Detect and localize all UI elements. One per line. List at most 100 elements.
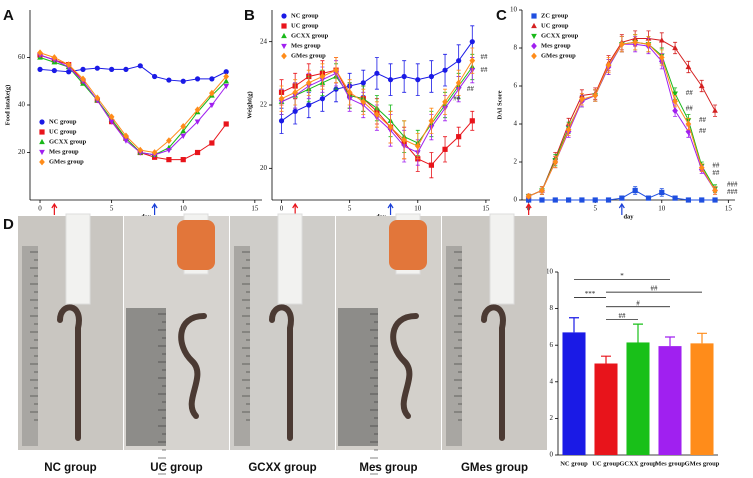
marker xyxy=(525,192,532,200)
series-line xyxy=(39,52,227,154)
annotation: ## xyxy=(467,85,475,93)
legend-label: NC group xyxy=(49,118,77,125)
marker xyxy=(469,39,475,45)
y-tick-label: 2 xyxy=(550,414,554,422)
photo xyxy=(230,213,335,450)
y-tick-label: 6 xyxy=(550,341,554,349)
error-bar xyxy=(697,332,707,344)
marker xyxy=(672,91,678,97)
error-bar xyxy=(601,355,611,364)
significance-label: # xyxy=(636,299,640,307)
x-tick-label: 0 xyxy=(38,205,42,213)
annotation: ## xyxy=(712,169,720,177)
y-tick-label: 2 xyxy=(514,158,518,166)
marker xyxy=(123,66,129,72)
series-line xyxy=(39,54,227,156)
marker xyxy=(552,158,559,166)
legend-label: UC group xyxy=(49,128,77,135)
marker xyxy=(209,89,215,97)
marker xyxy=(109,66,115,72)
marker xyxy=(305,79,312,87)
marker xyxy=(80,66,86,72)
marker xyxy=(579,95,585,103)
marker xyxy=(632,38,639,46)
marker xyxy=(632,187,638,194)
legend-label: Mes group xyxy=(541,42,571,49)
marker xyxy=(180,157,186,163)
annotation: ### xyxy=(727,180,738,188)
annotation: ### xyxy=(727,188,738,196)
x-tick-label: 0 xyxy=(280,205,284,213)
photo xyxy=(442,213,547,450)
marker xyxy=(180,133,187,139)
y-tick-label: 8 xyxy=(514,44,518,52)
colon xyxy=(57,304,82,441)
marker xyxy=(442,67,448,73)
marker xyxy=(605,197,612,203)
photo-caption: UC group xyxy=(150,462,202,474)
marker xyxy=(39,138,45,145)
y-tick-label: 0 xyxy=(514,196,518,204)
marker xyxy=(123,138,129,144)
x-tick-label: GCXX group xyxy=(619,460,657,467)
marker xyxy=(39,129,45,135)
y-tick-label: 4 xyxy=(514,120,518,128)
marker xyxy=(455,79,462,87)
x-tick-label: 10 xyxy=(180,205,188,213)
y-tick-label: 0 xyxy=(550,451,554,459)
marker xyxy=(531,22,537,29)
marker xyxy=(605,61,612,69)
photo xyxy=(18,213,123,450)
arrow xyxy=(151,202,158,215)
marker xyxy=(658,37,665,43)
marker xyxy=(319,96,326,102)
marker xyxy=(166,137,172,145)
marker xyxy=(428,162,435,168)
marker xyxy=(618,40,625,48)
marker xyxy=(66,69,72,75)
legend-label: GCXX group xyxy=(291,32,329,39)
tube xyxy=(277,213,303,305)
marker xyxy=(151,73,158,80)
marker xyxy=(645,195,652,201)
legend-label: UC group xyxy=(291,22,319,29)
marker xyxy=(137,63,143,69)
photo-caption: GCXX group xyxy=(248,462,316,474)
marker xyxy=(579,197,585,203)
y-tick-label: 6 xyxy=(514,82,518,90)
marker xyxy=(456,134,462,140)
y-tick-label: 8 xyxy=(550,304,554,312)
marker xyxy=(401,136,408,144)
x-tick-label: 15 xyxy=(725,205,733,213)
marker xyxy=(428,73,435,80)
marker xyxy=(387,77,394,83)
x-tick-label: 5 xyxy=(110,205,114,213)
x-tick-label: GMes group xyxy=(685,460,720,467)
marker xyxy=(94,65,100,71)
x-tick-label: 5 xyxy=(593,205,597,213)
marker xyxy=(194,76,201,82)
marker xyxy=(712,187,718,194)
arrow xyxy=(618,202,625,215)
y-axis-title: DAI Score xyxy=(496,90,503,119)
marker xyxy=(194,106,201,114)
marker xyxy=(387,123,394,131)
marker xyxy=(65,61,72,69)
marker xyxy=(209,140,215,146)
marker xyxy=(672,195,678,201)
photo-caption: Mes group xyxy=(359,462,417,474)
y-tick-label: 60 xyxy=(18,53,26,61)
marker xyxy=(552,197,558,203)
marker xyxy=(333,66,339,74)
y-tick-label: 40 xyxy=(18,101,26,109)
marker xyxy=(123,132,129,140)
marker xyxy=(699,197,705,203)
marker xyxy=(645,40,652,48)
legend-label: Mes group xyxy=(291,42,321,49)
marker xyxy=(292,88,299,96)
y-tick-label: 4 xyxy=(550,377,554,385)
marker xyxy=(539,187,545,194)
marker xyxy=(209,76,215,82)
marker xyxy=(194,119,201,125)
